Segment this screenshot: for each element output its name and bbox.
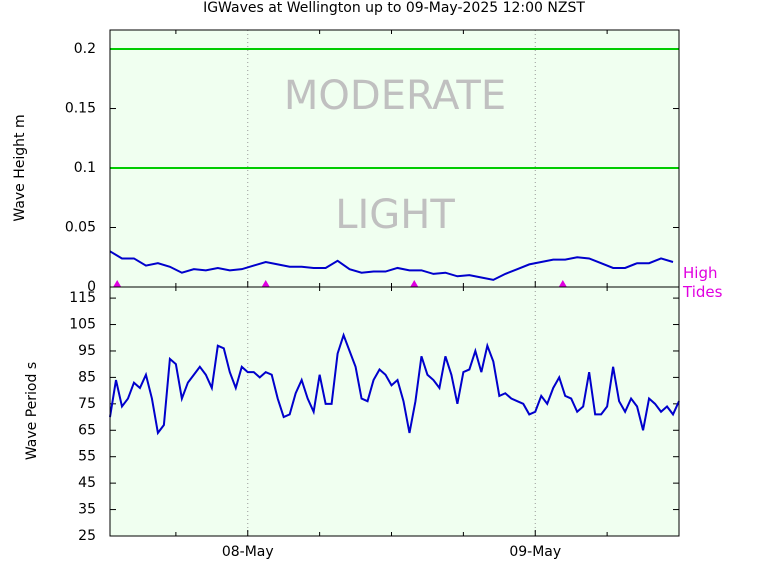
y-tick-label: 95 [78,343,96,359]
data-line [109,332,680,436]
zone-label: LIGHT [335,192,455,238]
y-tick-label: 0.05 [65,220,96,236]
y-tick-label: 0 [87,279,96,295]
y-tick-label: 55 [78,449,96,465]
y-tick-label: 0.1 [74,160,96,176]
plot-area [110,287,679,536]
plot-border [109,286,680,537]
y-tick-label: 75 [78,396,96,412]
zone-label: MODERATE [284,73,506,119]
y-tick-label: 65 [78,422,96,438]
chart-title: IGWaves at Wellington up to 09-May-2025 … [203,0,585,16]
y-axis-label: Wave Height m [12,114,28,221]
data-line [109,250,674,281]
y-tick-label: 0.15 [65,101,96,117]
y-tick-label: 45 [78,475,96,491]
x-tick-label: 08-May [222,544,274,560]
y-tick-label: 25 [78,528,96,544]
y-axis-label: Wave Period s [24,362,40,460]
plot-area [110,30,679,287]
y-tick-label: 105 [69,317,96,333]
y-tick-label: 0.2 [74,41,96,57]
x-tick-label: 09-May [509,544,561,560]
y-tick-label: 35 [78,502,96,518]
tide-label: High Tides [683,264,723,301]
y-tick-label: 85 [78,369,96,385]
y-tick-label: 115 [69,290,96,306]
